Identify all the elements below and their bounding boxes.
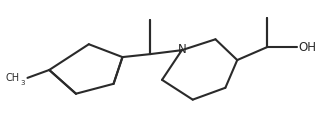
Text: 3: 3 — [21, 80, 25, 86]
Text: CH: CH — [5, 73, 20, 83]
Text: N: N — [178, 43, 186, 56]
Text: OH: OH — [298, 41, 317, 54]
